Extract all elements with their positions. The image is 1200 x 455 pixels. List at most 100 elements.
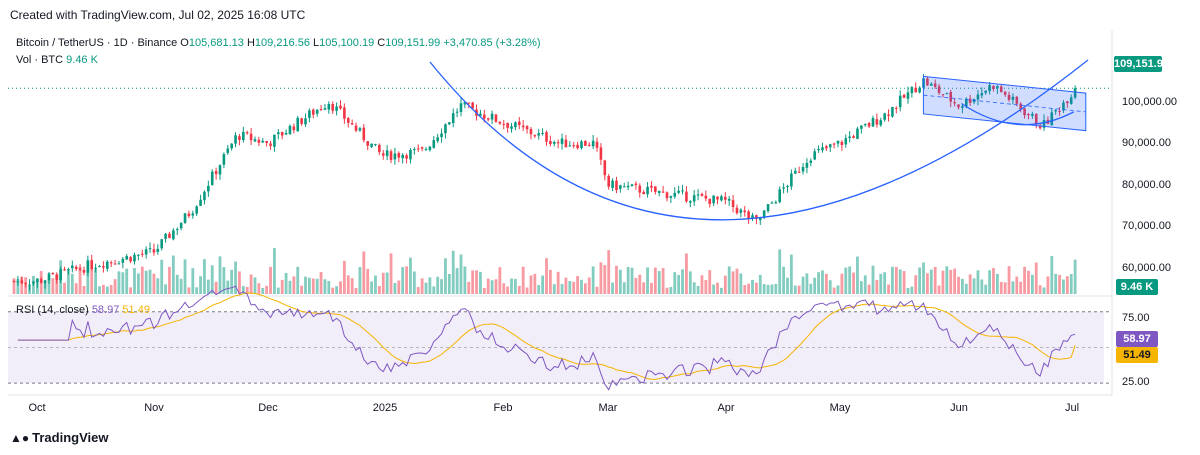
volume-bar bbox=[156, 278, 160, 294]
price-tick-90000: 90,000.00 bbox=[1122, 137, 1171, 149]
candle-body bbox=[370, 143, 373, 148]
candle-body bbox=[727, 198, 731, 201]
candle-body bbox=[416, 148, 420, 150]
candle-body bbox=[751, 215, 754, 218]
candle-body bbox=[277, 132, 280, 135]
candle-body bbox=[156, 248, 160, 252]
candle-body bbox=[704, 195, 708, 199]
candle-body bbox=[140, 253, 144, 255]
candle-body bbox=[451, 113, 455, 124]
candle-body bbox=[712, 195, 715, 204]
handle-curve bbox=[961, 102, 1075, 126]
rsi-legend: RSI (14, close) 58.97 51.49 bbox=[16, 304, 150, 316]
volume-bar bbox=[105, 286, 109, 294]
volume-bar bbox=[552, 284, 556, 294]
candle-body bbox=[700, 193, 704, 196]
volume-bar bbox=[125, 268, 129, 294]
candle-body bbox=[440, 133, 443, 138]
volume-bar bbox=[910, 286, 914, 294]
volume-bar bbox=[273, 248, 276, 294]
candle-body bbox=[78, 268, 82, 270]
candle-body bbox=[273, 134, 276, 147]
rsi-value: 58.97 bbox=[91, 304, 120, 316]
candle-body bbox=[172, 230, 175, 240]
candle-body bbox=[28, 284, 31, 286]
candle-body bbox=[999, 86, 1003, 92]
volume-bar bbox=[459, 254, 463, 294]
candle-body bbox=[825, 146, 828, 149]
volume-bar bbox=[548, 269, 552, 294]
candle-body bbox=[828, 144, 832, 148]
volume-bar bbox=[840, 273, 844, 294]
candle-body bbox=[424, 149, 428, 151]
candle-body bbox=[67, 269, 70, 271]
volume-bar bbox=[556, 271, 560, 294]
candle-body bbox=[98, 266, 101, 268]
volume-bar bbox=[739, 273, 743, 294]
volume-bar bbox=[988, 270, 992, 294]
tradingview-brand: ▲● TradingView bbox=[10, 430, 108, 445]
candle-body bbox=[183, 213, 187, 223]
candle-body bbox=[207, 185, 210, 192]
volume-bar bbox=[47, 279, 51, 294]
volume-bar bbox=[94, 268, 98, 294]
volume-bar bbox=[420, 278, 424, 294]
rsi-tag: 58.97 bbox=[1116, 331, 1158, 347]
candle-body bbox=[685, 191, 688, 202]
volume-bar bbox=[350, 278, 354, 294]
candle-body bbox=[1007, 94, 1011, 100]
volume-bar bbox=[688, 271, 692, 294]
candle-body bbox=[1011, 96, 1015, 100]
volume-bar bbox=[813, 277, 817, 294]
volume-bar bbox=[650, 282, 653, 294]
candle-body bbox=[222, 154, 226, 165]
volume-bar bbox=[482, 287, 486, 294]
volume-bar bbox=[805, 273, 809, 294]
candle-body bbox=[521, 125, 525, 128]
volume-bar bbox=[160, 259, 164, 294]
candle-body bbox=[867, 123, 871, 127]
volume-bar bbox=[1069, 274, 1073, 294]
close-label: C bbox=[377, 37, 386, 49]
candle-body bbox=[428, 146, 432, 151]
price-tick-60000: 60,000.00 bbox=[1122, 262, 1171, 274]
open-label: O bbox=[180, 37, 189, 49]
candle-body bbox=[253, 139, 257, 142]
candle-body bbox=[564, 139, 568, 148]
volume-bar bbox=[148, 269, 152, 294]
rsi-ma-line bbox=[17, 292, 1076, 380]
candle-body bbox=[778, 189, 782, 203]
high-label: H bbox=[246, 37, 255, 49]
volume-bar bbox=[653, 267, 657, 294]
last-price-tag: 109,151.99 bbox=[1114, 56, 1170, 72]
candle-body bbox=[113, 263, 117, 265]
rsi-tick-25: 25.00 bbox=[1122, 376, 1150, 388]
candle-body bbox=[12, 280, 16, 282]
volume-bar bbox=[276, 287, 280, 294]
volume-bar bbox=[941, 270, 945, 294]
volume-bar bbox=[164, 284, 167, 294]
candle-body bbox=[817, 149, 820, 151]
volume-bar bbox=[117, 271, 121, 294]
candle-body bbox=[836, 140, 840, 144]
volume-bar bbox=[323, 279, 327, 294]
volume-bar bbox=[358, 267, 362, 294]
candle-body bbox=[238, 136, 241, 140]
candle-body bbox=[992, 85, 995, 89]
candle-body bbox=[964, 98, 968, 107]
candle-body bbox=[179, 223, 183, 229]
volume-bar bbox=[389, 253, 393, 294]
candle-body bbox=[1073, 88, 1077, 98]
candle-body bbox=[692, 195, 696, 202]
candle-body bbox=[1066, 101, 1069, 104]
volume-bar bbox=[669, 286, 673, 294]
candle-body bbox=[210, 171, 214, 186]
volume-bar bbox=[308, 277, 311, 294]
candle-body bbox=[790, 173, 793, 187]
candle-body bbox=[71, 265, 74, 269]
volume-bar bbox=[319, 271, 323, 294]
candle-body bbox=[389, 151, 393, 161]
volume-bar bbox=[960, 278, 964, 294]
volume-bar bbox=[339, 281, 342, 294]
